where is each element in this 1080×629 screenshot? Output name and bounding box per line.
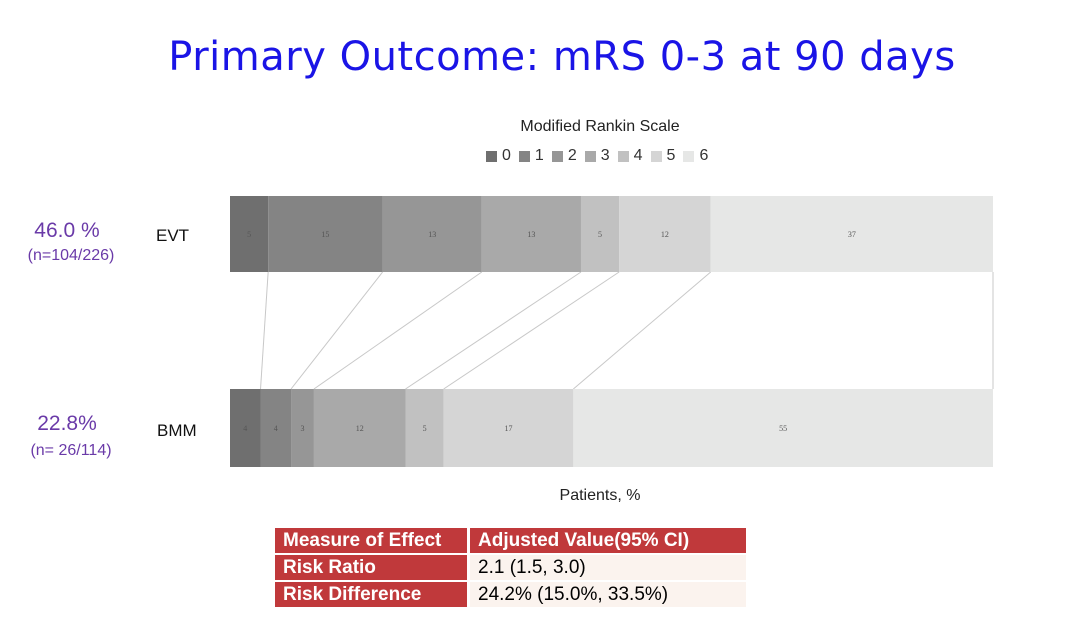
effect-measure-risk-ratio: Risk Ratio — [275, 555, 467, 580]
data-label: 5 — [247, 230, 251, 239]
effect-table-header: Measure of Effect Adjusted Value(95% CI) — [275, 528, 746, 553]
legend-item-4: 4 — [617, 147, 643, 165]
legend-swatch-6 — [683, 150, 695, 162]
bar-segment-evt-mrs-4 — [580, 196, 620, 272]
legend-title: Modified Rankin Scale — [520, 118, 680, 135]
effect-header-measure: Measure of Effect — [275, 528, 467, 553]
data-label: 3 — [300, 424, 304, 433]
slide-title: Primary Outcome: mRS 0-3 at 90 days — [168, 34, 956, 80]
bar-segment-evt-mrs-6 — [710, 196, 993, 272]
connector-line — [290, 271, 383, 390]
data-label: 4 — [243, 424, 247, 433]
data-label: 37 — [848, 230, 856, 239]
legend-label-6: 6 — [699, 147, 709, 164]
effect-measure-risk-difference: Risk Difference — [275, 582, 467, 607]
legend-swatch-5 — [650, 150, 662, 162]
legend-label-0: 0 — [502, 147, 511, 164]
legend-swatch-4 — [617, 150, 629, 162]
data-label: 13 — [527, 230, 535, 239]
data-label: 12 — [356, 424, 364, 433]
data-label: 4 — [274, 424, 278, 433]
evt-label: EVT — [156, 226, 190, 245]
bar-segment-bmm-mrs-3 — [313, 389, 406, 467]
bar-segment-evt-mrs-2 — [382, 196, 482, 272]
bar-segment-bmm-mrs-4 — [405, 389, 444, 467]
bar-segment-bmm-mrs-2 — [291, 389, 314, 467]
data-label: 55 — [779, 424, 787, 433]
bar-segment-evt-mrs-0 — [230, 196, 269, 272]
legend-swatch-0 — [486, 150, 497, 162]
bar-segment-evt-mrs-5 — [619, 196, 711, 272]
bmm-percent: 22.8% — [37, 412, 97, 435]
legend-item-1: 1 — [518, 147, 544, 165]
legend-swatch-1 — [518, 150, 530, 162]
connector-line — [573, 271, 712, 390]
connector-line — [260, 271, 269, 390]
bar-segment-bmm-mrs-5 — [443, 389, 574, 467]
data-label: 17 — [504, 424, 512, 433]
effect-header-value: Adjusted Value(95% CI) — [467, 528, 746, 553]
connector-line — [443, 271, 620, 390]
evt-percent: 46.0 % — [34, 219, 100, 242]
legend-item-5: 5 — [650, 147, 676, 165]
bar-segment-bmm-mrs-6 — [573, 389, 993, 467]
legend-item-2: 2 — [551, 147, 577, 165]
effect-value-risk-ratio: 2.1 (1.5, 3.0) — [467, 555, 746, 580]
bmm-label: BMM — [157, 421, 197, 440]
effect-value-risk-difference: 24.2% (15.0%, 33.5%) — [467, 582, 746, 607]
bar-segment-bmm-mrs-1 — [260, 389, 292, 467]
data-label: 5 — [598, 230, 602, 239]
data-label: 12 — [661, 230, 669, 239]
legend-item-6: 6 — [683, 147, 708, 165]
x-axis-label: Patients, % — [559, 487, 641, 504]
bar-segment-bmm-mrs-0 — [230, 389, 261, 467]
effect-table-row: Risk Difference 24.2% (15.0%, 33.5%) — [275, 582, 746, 607]
bar-segment-evt-mrs-3 — [481, 196, 581, 272]
bmm-n: (n= 26/114) — [30, 442, 112, 459]
legend-label-1: 1 — [534, 147, 544, 164]
effect-table: Measure of Effect Adjusted Value(95% CI)… — [275, 526, 746, 609]
connector-line — [405, 271, 582, 390]
legend-item-3: 3 — [584, 147, 610, 165]
legend-swatch-3 — [584, 150, 596, 162]
connector-line — [313, 271, 483, 390]
effect-table-row: Risk Ratio 2.1 (1.5, 3.0) — [275, 555, 746, 580]
legend-swatch-2 — [551, 150, 563, 162]
data-label: 5 — [423, 424, 427, 433]
legend-label-4: 4 — [633, 147, 643, 164]
evt-n: (n=104/226) — [27, 247, 115, 264]
data-label: 13 — [428, 230, 436, 239]
legend-label-2: 2 — [567, 147, 577, 164]
legend-label-3: 3 — [600, 147, 610, 164]
legend-item-0: 0 — [486, 147, 511, 165]
data-label: 15 — [321, 230, 329, 239]
bar-segment-evt-mrs-1 — [268, 196, 383, 272]
legend: 0 1 2 3 4 5 6 — [486, 146, 716, 166]
legend-label-5: 5 — [666, 147, 676, 164]
